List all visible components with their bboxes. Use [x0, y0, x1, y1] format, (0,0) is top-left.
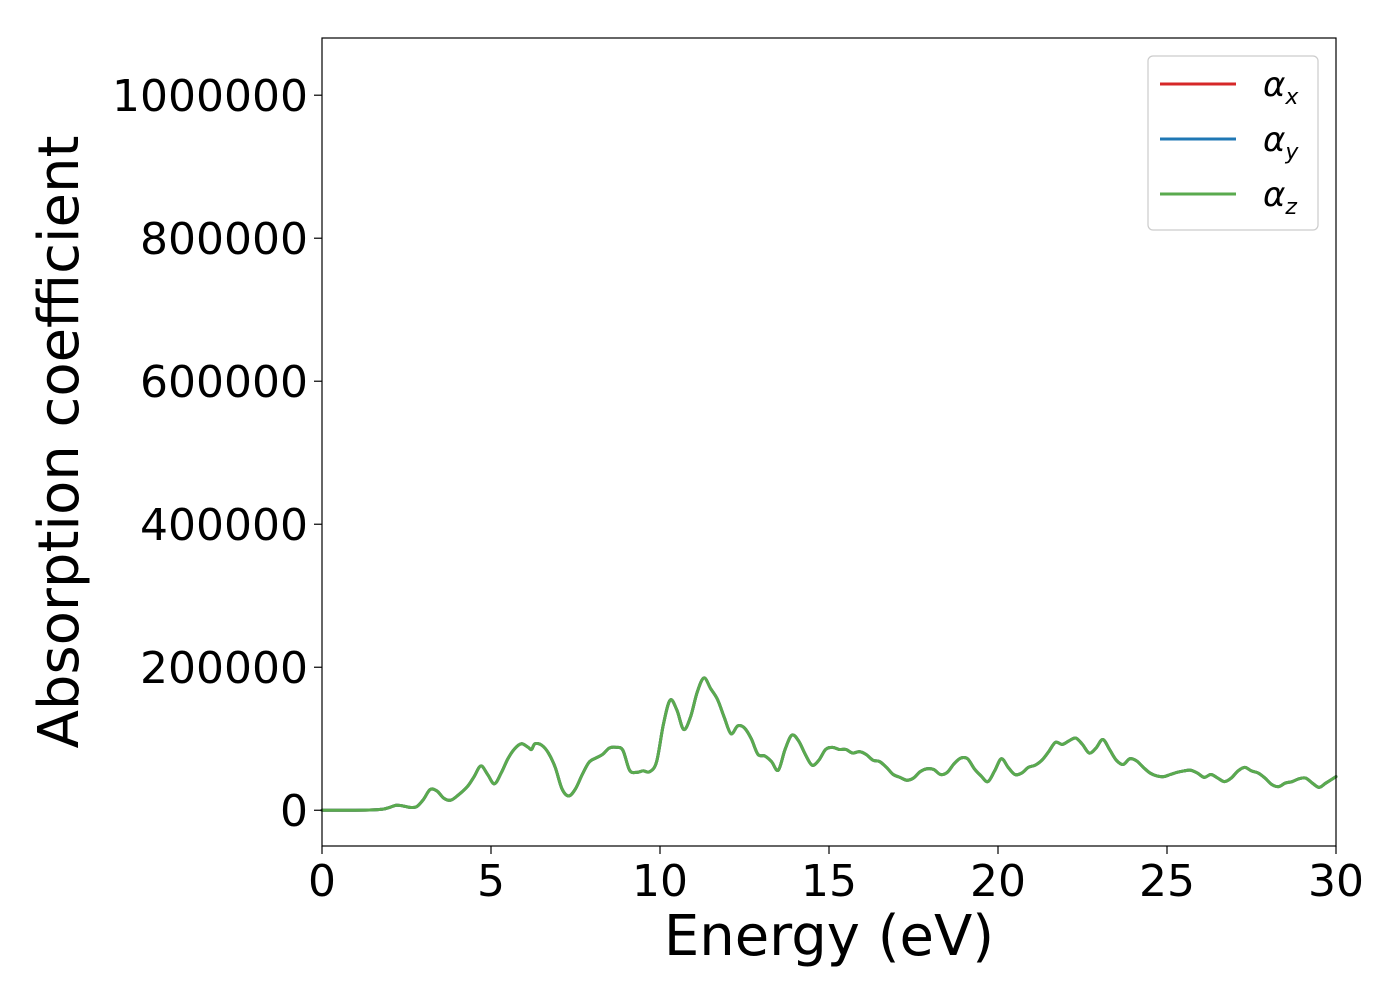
x-tick-label: 5 — [477, 856, 505, 907]
x-tick-label: 25 — [1139, 856, 1195, 907]
y-tick-label: 0 — [280, 786, 308, 837]
y-tick-label: 1000000 — [112, 71, 308, 122]
x-axis-label: Energy (eV) — [664, 904, 994, 969]
legend-label-z: αz — [1263, 175, 1297, 220]
series-layer — [320, 676, 1338, 812]
x-tick-label: 0 — [308, 856, 336, 907]
x-axis: 0 5 10 15 20 25 30 — [308, 846, 1364, 907]
legend-box — [1147, 55, 1319, 231]
series-line-z — [320, 676, 1338, 812]
series-line-y — [320, 676, 1338, 812]
y-tick-label: 400000 — [140, 500, 308, 551]
y-axis: 0 200000 400000 600000 800000 1000000 — [112, 71, 322, 837]
x-tick-label: 20 — [970, 856, 1026, 907]
y-tick-label: 800000 — [140, 214, 308, 265]
series-line-x — [320, 676, 1338, 812]
x-tick-label: 15 — [801, 856, 857, 907]
x-tick-label: 10 — [632, 856, 688, 907]
y-tick-label: 200000 — [140, 643, 308, 694]
y-axis-label: Absorption coefficient — [27, 136, 92, 749]
x-tick-label: 30 — [1308, 856, 1364, 907]
y-tick-label: 600000 — [140, 357, 308, 408]
